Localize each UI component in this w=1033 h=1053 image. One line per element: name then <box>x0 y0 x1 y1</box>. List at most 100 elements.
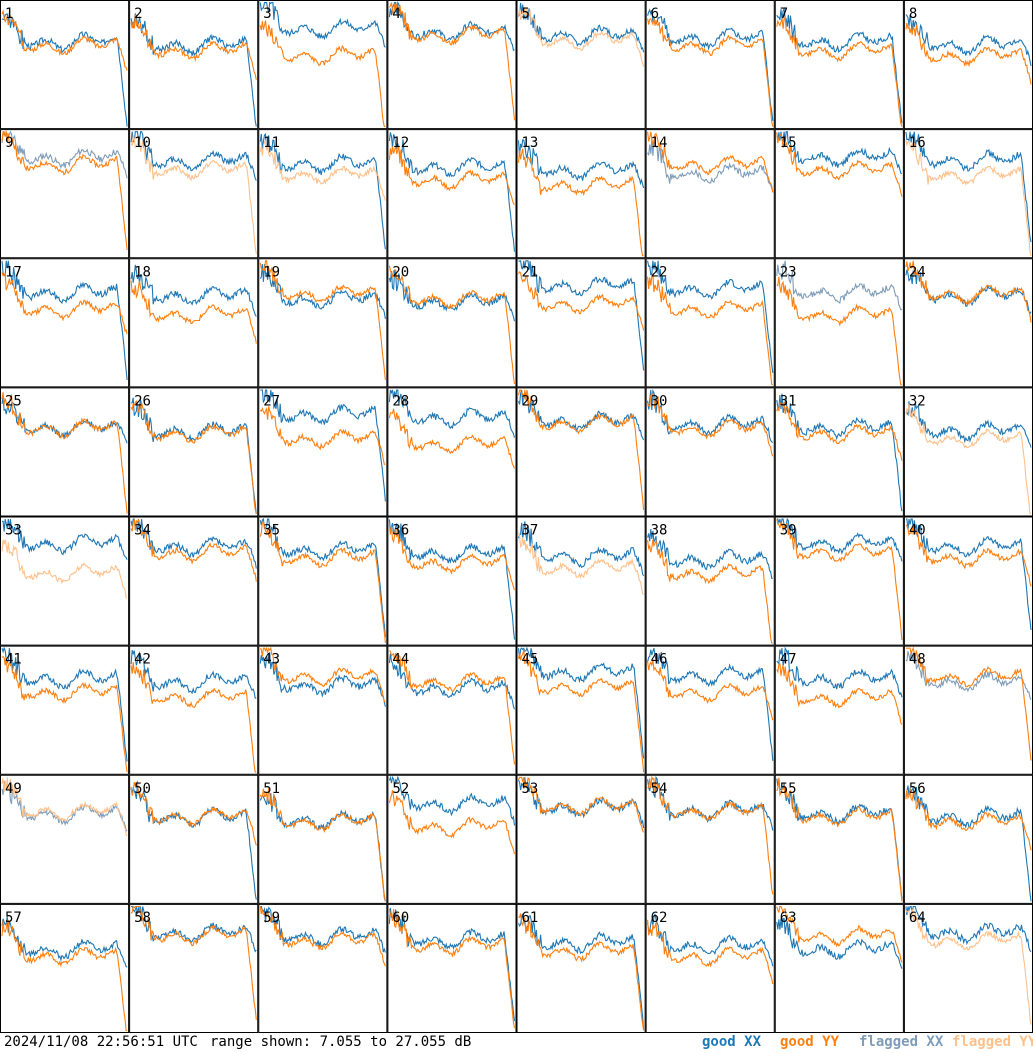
panel-label: 39 <box>780 523 797 539</box>
series-yy-line <box>259 646 386 703</box>
panel-label: 4 <box>392 6 400 22</box>
series-xx-line <box>1 129 128 179</box>
panel: 14 <box>645 129 775 259</box>
panel: 54 <box>645 774 775 904</box>
panel-label: 26 <box>134 393 151 409</box>
series-xx-line <box>1 260 128 381</box>
panel: 13 <box>516 129 646 259</box>
panel-label: 59 <box>263 910 280 926</box>
panel: 20 <box>387 258 517 388</box>
series-yy-line <box>259 787 386 902</box>
panel-label: 33 <box>5 523 22 539</box>
panel: 53 <box>516 774 646 904</box>
series-xx-line <box>647 139 774 191</box>
series-xx-line <box>130 131 257 181</box>
series-xx-line <box>130 650 257 699</box>
series-yy-line <box>130 14 257 80</box>
panel-label: 60 <box>392 910 409 926</box>
series-yy-line <box>647 919 774 985</box>
panel: 7 <box>774 0 904 130</box>
legend-good-xx: good XX <box>702 1034 762 1050</box>
panel-label: 12 <box>392 135 409 151</box>
series-xx-line <box>518 259 645 371</box>
series-yy-line <box>776 276 902 386</box>
series-yy-line <box>647 659 774 721</box>
series-yy-line <box>130 400 257 515</box>
panel-label: 18 <box>134 264 151 280</box>
panel: 39 <box>774 516 904 646</box>
series-xx-line <box>776 918 903 969</box>
panel-label: 54 <box>651 781 668 797</box>
series-yy-line <box>1 919 128 1031</box>
series-xx-line <box>647 648 774 761</box>
series-yy-line <box>388 908 516 1029</box>
panel-label: 9 <box>5 135 13 151</box>
panel-label: 22 <box>651 264 668 280</box>
panel-label: 57 <box>5 910 22 926</box>
series-yy-line <box>130 518 257 582</box>
panel-label: 37 <box>522 523 539 539</box>
panel: 1 <box>0 0 130 130</box>
series-yy-line <box>1 392 128 514</box>
panel: 11 <box>258 129 388 259</box>
panel-label: 19 <box>263 264 280 280</box>
series-xx-line <box>130 13 257 127</box>
series-yy-line <box>776 663 903 725</box>
panel-label: 24 <box>909 264 926 280</box>
series-yy-line <box>517 776 645 833</box>
panel: 62 <box>645 903 775 1033</box>
panel: 24 <box>903 258 1033 388</box>
legend-good-yy: good YY <box>780 1034 840 1050</box>
series-xx-line <box>259 652 386 707</box>
series-yy-line <box>647 273 774 386</box>
panel: 40 <box>903 516 1033 646</box>
series-xx-line <box>388 907 516 1022</box>
panel: 58 <box>129 903 259 1033</box>
series-xx-line <box>776 646 903 698</box>
panel-label: 49 <box>5 781 22 797</box>
panel-label: 50 <box>134 781 151 797</box>
series-yy-line <box>259 521 386 644</box>
series-yy-line <box>259 20 386 128</box>
panel-label: 7 <box>780 6 788 22</box>
panel-label: 48 <box>909 652 926 668</box>
panel-label: 8 <box>909 6 917 22</box>
series-yy-line <box>1 131 128 250</box>
series-xx-line <box>260 905 386 953</box>
panel: 12 <box>387 129 517 259</box>
series-yy-line <box>647 17 774 127</box>
panel: 51 <box>258 774 388 904</box>
series-yy-line <box>776 401 903 461</box>
panel: 35 <box>258 516 388 646</box>
panel: 22 <box>645 258 775 388</box>
panel-label: 28 <box>392 393 409 409</box>
panel: 47 <box>774 645 904 775</box>
series-xx-line <box>130 264 257 317</box>
panel: 37 <box>516 516 646 646</box>
series-yy-line <box>905 909 1032 1025</box>
series-yy-line <box>388 145 515 206</box>
panel: 5 <box>516 0 646 130</box>
panel-label: 46 <box>651 652 668 668</box>
panel: 19 <box>258 258 388 388</box>
series-yy-line <box>776 777 903 902</box>
series-xx-line <box>1 518 128 560</box>
series-yy-line <box>1 9 128 71</box>
panel-label: 27 <box>263 393 280 409</box>
panel: 15 <box>774 129 904 259</box>
panel: 10 <box>129 129 259 259</box>
series-xx-line <box>776 260 903 311</box>
series-yy-line <box>259 906 386 967</box>
series-yy-line <box>1 539 128 599</box>
series-yy-line <box>388 265 516 385</box>
series-yy-line <box>388 2 516 121</box>
panel-label: 17 <box>5 264 22 280</box>
panel: 31 <box>774 387 904 517</box>
panel: 63 <box>774 903 904 1033</box>
panel-label: 11 <box>263 135 280 151</box>
series-yy-line <box>518 913 645 1031</box>
series-yy-line <box>905 22 1032 85</box>
series-xx-line <box>647 8 774 121</box>
series-xx-line <box>1 646 128 762</box>
